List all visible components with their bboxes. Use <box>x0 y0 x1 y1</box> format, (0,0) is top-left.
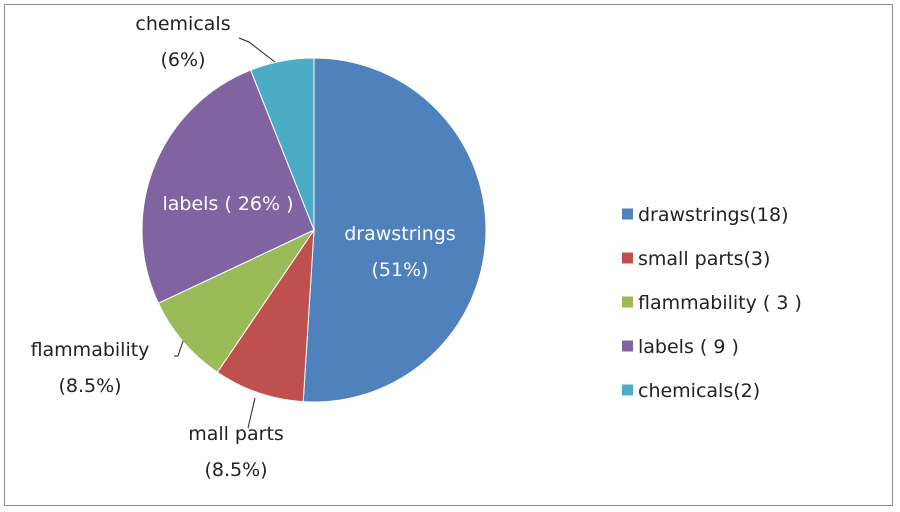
legend-entry-labels: labels ( 9 ) <box>622 336 739 358</box>
slice-label-chemicals-percent: (6%) <box>161 49 206 71</box>
legend-label-chemicals: chemicals(2) <box>638 380 760 402</box>
slice-label-flammability-percent: (8.5%) <box>58 375 121 397</box>
legend-label-drawstrings: drawstrings(18) <box>638 204 789 226</box>
pie-slices <box>141 57 487 403</box>
legend-entry-small-parts: small parts(3) <box>622 248 770 270</box>
leader-line-flammability <box>174 340 184 357</box>
slice-label-drawstrings-name: drawstrings <box>344 223 456 245</box>
pie-slice-chemicals <box>250 57 315 231</box>
pie-slice-small-parts <box>216 228 315 403</box>
legend-label-flammability: flammability ( 3 ) <box>638 292 802 314</box>
pie-slice-labels <box>141 69 315 304</box>
legend-entry-drawstrings: drawstrings(18) <box>622 204 789 226</box>
slice-label-drawstrings-percent: (51%) <box>371 259 428 281</box>
slice-label-small-parts-name: mall parts <box>188 423 284 445</box>
legend-swatch-chemicals <box>622 384 633 396</box>
slice-label-small-parts-percent: (8.5%) <box>204 459 267 481</box>
legend-swatch-small-parts <box>622 252 633 264</box>
legend: drawstrings(18) small parts(3) flammabilit… <box>622 204 802 402</box>
legend-label-labels: labels ( 9 ) <box>638 336 739 358</box>
slice-label-labels: labels ( 26% ) <box>162 193 293 215</box>
legend-swatch-labels <box>622 340 633 352</box>
legend-label-small-parts: small parts(3) <box>638 248 770 270</box>
pie-slice-drawstrings <box>302 57 487 403</box>
slice-labels: drawstrings (51%) mall parts (8.5%) flammabi… <box>31 13 456 481</box>
legend-entry-chemicals: chemicals(2) <box>622 380 760 402</box>
legend-swatch-flammability <box>622 296 633 308</box>
legend-swatch-drawstrings <box>622 208 633 220</box>
slice-label-flammability-name: flammability <box>31 339 150 361</box>
slice-label-chemicals-name: chemicals <box>135 13 230 35</box>
leader-line-chemicals <box>238 37 276 63</box>
leader-line-small-parts <box>247 397 256 429</box>
leader-lines <box>174 37 276 429</box>
legend-entry-flammability: flammability ( 3 ) <box>622 292 802 314</box>
